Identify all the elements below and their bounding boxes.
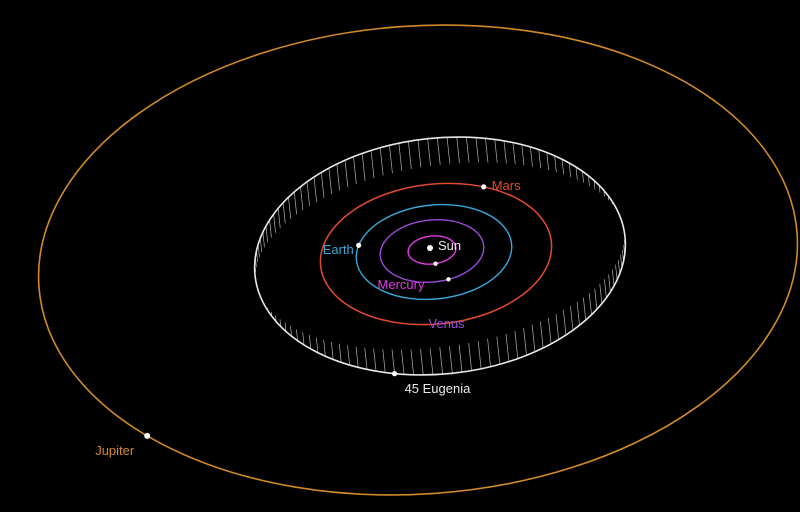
orbit-venus	[377, 215, 487, 288]
body-venus-dot	[446, 277, 450, 281]
orbit-venus-path	[377, 215, 487, 288]
orbit-eugenia	[243, 119, 638, 393]
body-earth-dot	[356, 243, 361, 248]
orbit-eugenia-inclination-hatch	[243, 119, 638, 393]
body-mercury-dot	[433, 261, 437, 265]
orbit-mars	[313, 172, 558, 335]
orbit-jupiter	[23, 0, 800, 512]
body-eugenia-dot	[392, 371, 397, 376]
orbit-earth	[352, 197, 517, 307]
body-jupiter-dot	[144, 433, 150, 439]
body-sun-dot	[427, 245, 433, 251]
orbit-diagram: MercuryVenusEarthMars45 EugeniaJupiterSu…	[0, 0, 800, 512]
orbit-mars-path	[313, 172, 558, 335]
orbit-jupiter-path	[23, 0, 800, 512]
orbit-earth-path	[352, 197, 517, 307]
body-mars-dot	[481, 184, 486, 189]
orbit-svg	[0, 0, 800, 512]
